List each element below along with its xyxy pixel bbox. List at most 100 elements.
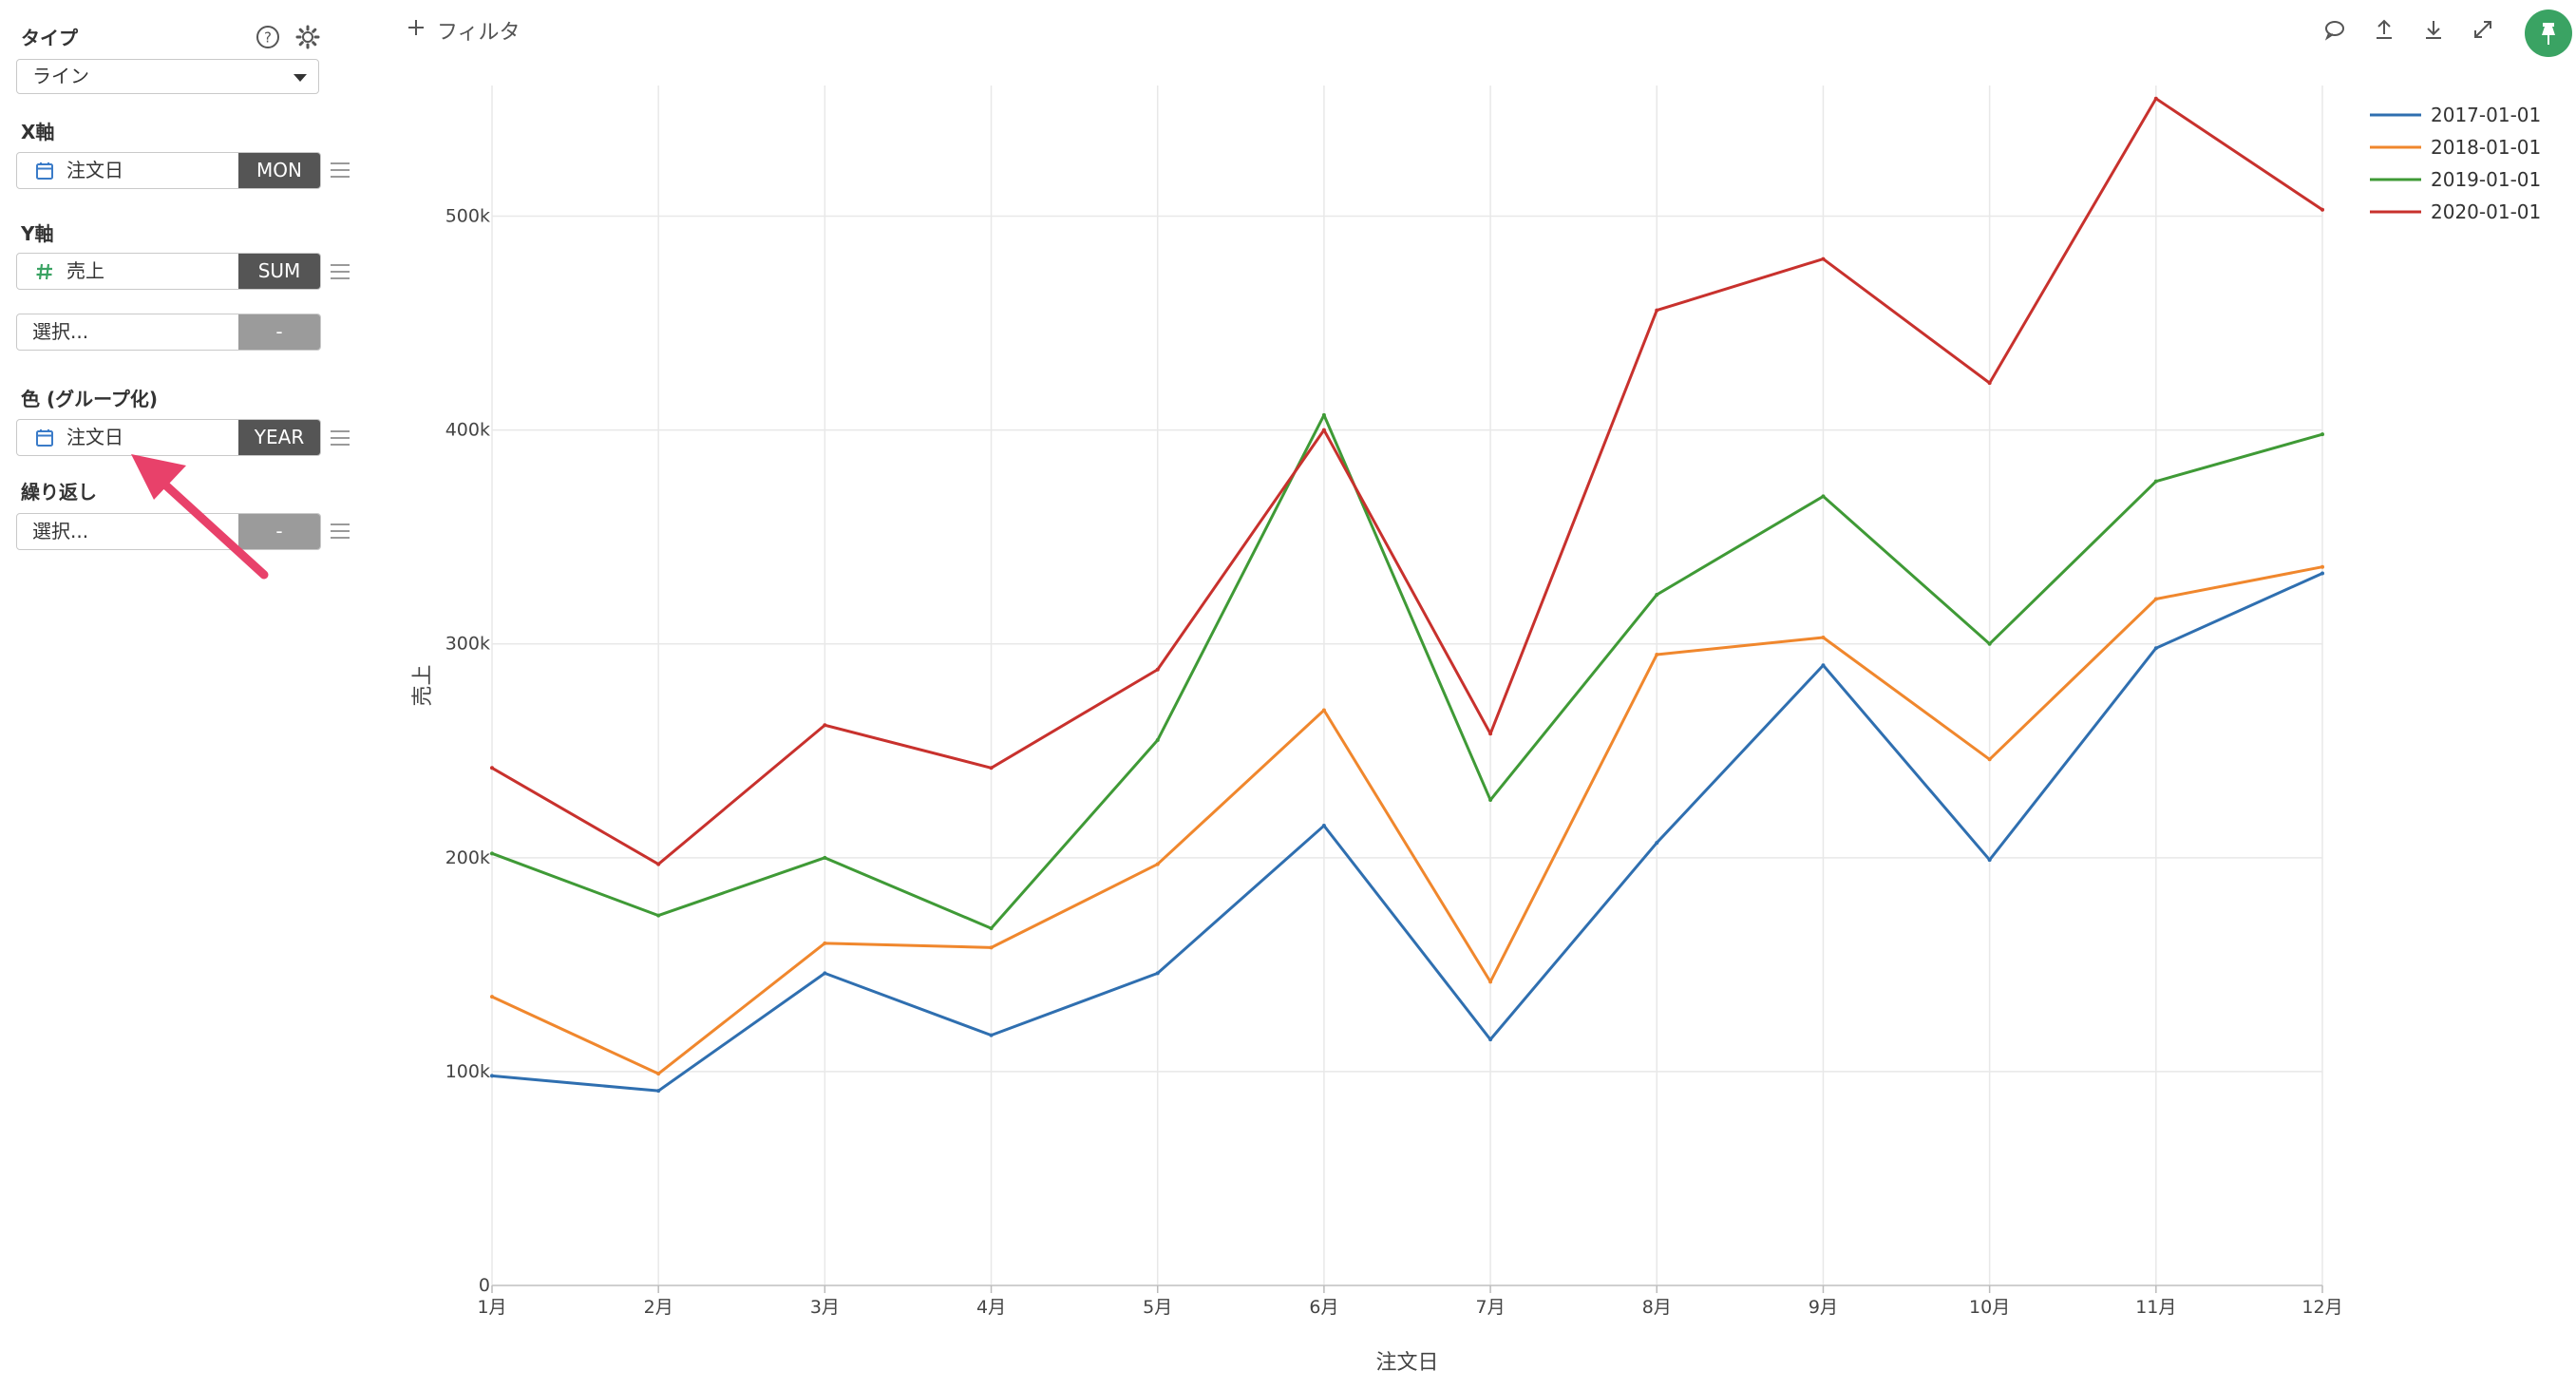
- pin-button[interactable]: [2525, 10, 2572, 57]
- add-filter-label: フィルタ: [437, 21, 521, 45]
- y-axis-add-placeholder: 選択...: [32, 320, 89, 343]
- x-tick-label: 1月: [477, 1297, 506, 1318]
- data-point: [1821, 257, 1826, 261]
- y-axis-add-field[interactable]: 選択... -: [16, 314, 321, 351]
- color-group-aggregation-button[interactable]: YEAR: [238, 420, 320, 455]
- comment-icon[interactable]: [2322, 17, 2347, 42]
- data-point: [1155, 862, 1160, 866]
- repeat-aggregation[interactable]: -: [238, 514, 320, 549]
- data-point: [1321, 412, 1326, 417]
- data-point: [1821, 494, 1826, 499]
- color-group-field[interactable]: 注文日 YEAR: [16, 419, 321, 456]
- data-point: [1821, 663, 1826, 668]
- data-point: [656, 913, 661, 918]
- drag-handle-icon[interactable]: [331, 523, 350, 539]
- add-filter-button[interactable]: フィルタ: [407, 15, 521, 46]
- help-icon[interactable]: ?: [255, 24, 281, 50]
- series-line-2020-01-01: [491, 97, 2323, 866]
- data-point: [1655, 308, 1659, 313]
- calendar-icon: [34, 161, 55, 181]
- data-point: [1655, 592, 1659, 597]
- x-tick-label: 12月: [2301, 1297, 2342, 1318]
- expand-icon[interactable]: [2471, 17, 2495, 42]
- data-point: [823, 723, 827, 728]
- x-tick-label: 11月: [2135, 1297, 2176, 1318]
- x-axis-field[interactable]: 注文日 MON: [16, 152, 321, 189]
- x-axis-label: X軸: [21, 121, 55, 143]
- data-point: [2153, 646, 2158, 651]
- x-axis-aggregation-button[interactable]: MON: [238, 153, 320, 188]
- y-tick-label: 0: [479, 1275, 490, 1296]
- drag-handle-icon[interactable]: [331, 430, 350, 446]
- legend-label[interactable]: 2020-01-01: [2431, 200, 2541, 223]
- data-point: [823, 941, 827, 945]
- gear-icon[interactable]: [294, 24, 321, 50]
- data-point: [823, 855, 827, 860]
- repeat-placeholder: 選択...: [32, 520, 89, 542]
- data-point: [1155, 738, 1160, 743]
- y-axis-field-name: 売上: [66, 259, 104, 282]
- drag-handle-icon[interactable]: [331, 162, 350, 178]
- y-axis-title: 売上: [411, 664, 435, 706]
- x-axis-field-name: 注文日: [66, 159, 123, 181]
- type-tools: ?: [255, 24, 321, 50]
- data-point: [656, 1072, 661, 1076]
- data-point: [989, 766, 994, 771]
- data-point: [490, 995, 494, 999]
- data-point: [1987, 381, 1992, 386]
- calendar-icon: [34, 428, 55, 448]
- chart-config-panel: タイプ ? ライン X軸 注文日 MON Y軸: [0, 0, 380, 1389]
- upload-icon[interactable]: [2372, 17, 2396, 42]
- data-point: [989, 1033, 994, 1037]
- data-point: [490, 766, 494, 771]
- data-point: [1321, 428, 1326, 432]
- data-point: [2153, 479, 2158, 484]
- svg-text:?: ?: [264, 29, 272, 47]
- type-label: タイプ: [21, 27, 78, 49]
- data-point: [1321, 824, 1326, 828]
- annotation-arrow: [131, 454, 269, 580]
- data-point: [1655, 841, 1659, 846]
- data-point: [2320, 571, 2324, 576]
- data-point: [1155, 667, 1160, 672]
- color-group-label: 色 (グループ化): [21, 388, 159, 410]
- data-point: [2153, 96, 2158, 101]
- x-tick-label: 4月: [976, 1297, 1006, 1318]
- series-line-2018-01-01: [491, 565, 2323, 1075]
- y-tick-label: 100k: [445, 1061, 490, 1082]
- data-point: [1987, 757, 1992, 762]
- download-icon[interactable]: [2421, 17, 2446, 42]
- y-axis-field[interactable]: 売上 SUM: [16, 253, 321, 290]
- legend-label[interactable]: 2018-01-01: [2431, 136, 2541, 159]
- hash-icon: [34, 261, 55, 282]
- data-point: [1987, 641, 1992, 646]
- x-tick-label: 2月: [644, 1297, 673, 1318]
- data-point: [1655, 652, 1659, 656]
- x-tick-label: 10月: [1969, 1297, 2010, 1318]
- data-point: [2320, 207, 2324, 212]
- data-point: [1321, 708, 1326, 713]
- y-axis-label: Y軸: [21, 222, 54, 245]
- y-axis-add-aggregation[interactable]: -: [238, 314, 320, 350]
- color-group-field-name: 注文日: [66, 426, 123, 448]
- data-point: [1488, 1037, 1493, 1042]
- data-point: [1155, 971, 1160, 976]
- legend-label[interactable]: 2017-01-01: [2431, 104, 2541, 126]
- chart-type-select[interactable]: ライン: [16, 59, 319, 94]
- data-point: [490, 851, 494, 856]
- data-point: [1488, 980, 1493, 984]
- data-point: [1821, 635, 1826, 639]
- pin-icon: [2542, 23, 2555, 45]
- repeat-label: 繰り返し: [21, 481, 97, 504]
- y-tick-label: 200k: [445, 847, 490, 868]
- data-point: [823, 971, 827, 976]
- repeat-field[interactable]: 選択... -: [16, 513, 321, 550]
- plus-icon: [407, 18, 426, 43]
- drag-handle-icon[interactable]: [331, 264, 350, 279]
- legend-label[interactable]: 2019-01-01: [2431, 168, 2541, 191]
- data-point: [1987, 858, 1992, 863]
- y-axis-aggregation-button[interactable]: SUM: [238, 254, 320, 289]
- x-tick-label: 6月: [1309, 1297, 1338, 1318]
- x-tick-label: 7月: [1476, 1297, 1506, 1318]
